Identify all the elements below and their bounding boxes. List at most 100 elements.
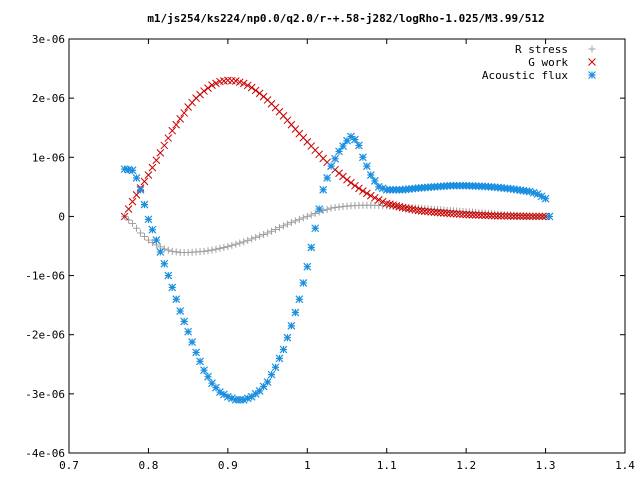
data-point-r-stress [260,230,268,238]
data-point-acoustic-flux [192,348,201,357]
data-point-g-work [351,181,359,190]
data-point-acoustic-flux [140,200,149,209]
data-point-g-work [378,197,387,206]
x-tick-label: 1.3 [536,459,556,472]
data-point-g-work [408,205,416,214]
data-point-g-work [459,210,467,219]
data-point-acoustic-flux [124,165,133,174]
data-point-r-stress [252,233,260,241]
data-point-acoustic-flux [366,171,375,179]
data-point-g-work [247,83,256,92]
data-point-g-work [484,211,493,220]
data-point-acoustic-flux [315,205,324,213]
data-point-r-stress [220,243,228,251]
data-point-acoustic-flux [267,370,276,379]
data-point-r-stress [125,216,133,224]
data-point-r-stress [160,245,168,253]
data-point-g-work [490,211,499,220]
data-point-acoustic-flux [144,215,153,224]
data-point-g-work [176,114,185,123]
data-point-g-work [374,196,383,204]
data-point-g-work [164,134,173,142]
data-point-g-work [468,211,477,219]
y-tick-label: 3e-06 [32,33,65,46]
data-point-g-work [140,177,149,186]
data-point-g-work [513,212,521,221]
data-point-acoustic-flux [541,194,550,203]
data-point-g-work [519,212,528,221]
y-tick-label: -4e-06 [25,447,65,460]
data-point-g-work [433,208,442,217]
x-tick-label: 0.9 [218,459,238,472]
data-point-acoustic-flux [215,388,224,397]
data-point-acoustic-flux [351,135,359,144]
data-point-g-work [500,212,509,220]
data-point-g-work [355,184,363,193]
data-point-r-stress [136,229,144,237]
data-point-acoustic-flux [168,283,177,292]
data-point-g-work [132,190,141,199]
data-point-r-stress [283,220,291,228]
data-point-g-work [259,92,268,101]
data-point-acoustic-flux [212,383,220,392]
data-point-g-work [494,211,502,220]
data-point-acoustic-flux [148,225,157,234]
chart-title: m1/js254/ks224/np0.0/q2.0/r-+.58-j282/lo… [147,12,544,25]
data-point-acoustic-flux [160,259,169,268]
y-tick-label: -3e-06 [25,388,65,401]
data-point-g-work [538,212,547,221]
data-point-r-stress [275,224,283,232]
y-tick-label: 1e-06 [32,151,65,164]
data-point-r-stress [212,245,220,253]
data-point-g-work [401,204,410,213]
data-point-g-work [251,86,260,95]
data-point-g-work [398,203,407,212]
data-point-g-work [339,172,347,181]
data-point-acoustic-flux [354,141,363,150]
data-point-acoustic-flux [529,188,538,197]
plot-frame [68,38,626,454]
data-point-acoustic-flux [247,392,256,401]
data-point-acoustic-flux [184,327,193,336]
data-point-acoustic-flux [188,338,197,347]
data-point-acoustic-flux [307,243,316,252]
data-point-g-work [436,208,445,217]
data-point-r-stress [272,225,280,233]
data-point-g-work [343,175,351,184]
data-point-r-stress [172,248,180,256]
data-point-g-work [120,212,129,221]
data-point-acoustic-flux [172,295,181,304]
data-point-acoustic-flux [283,333,292,342]
data-point-g-work [124,205,133,213]
y-tick-label: -2e-06 [25,329,65,342]
data-point-acoustic-flux [374,182,383,191]
data-point-acoustic-flux [303,262,312,271]
data-point-r-stress [268,227,276,235]
data-point-g-work [168,126,177,135]
series-g-work [120,76,550,221]
data-point-acoustic-flux [227,394,236,403]
data-point-acoustic-flux [132,174,141,182]
legend-marker-r-stress [588,45,596,53]
data-point-r-stress [307,211,315,219]
data-point-g-work [200,87,208,95]
data-point-r-stress [240,238,248,246]
data-point-g-work [503,212,512,220]
data-point-acoustic-flux [347,132,355,141]
data-point-acoustic-flux [331,154,340,163]
data-point-g-work [420,207,429,216]
data-point-g-work [440,209,448,217]
data-point-r-stress [303,212,311,220]
data-point-acoustic-flux [239,395,248,404]
y-tick-label: 2e-06 [32,92,65,105]
data-point-g-work [465,210,474,219]
data-point-r-stress [279,222,287,230]
data-point-acoustic-flux [156,247,165,256]
data-point-g-work [180,109,189,117]
data-point-acoustic-flux [311,224,320,233]
data-point-r-stress [323,205,331,213]
data-point-acoustic-flux [200,366,208,375]
data-point-g-work [481,211,490,220]
x-tick-label: 1 [304,459,311,472]
data-point-g-work [478,211,486,220]
